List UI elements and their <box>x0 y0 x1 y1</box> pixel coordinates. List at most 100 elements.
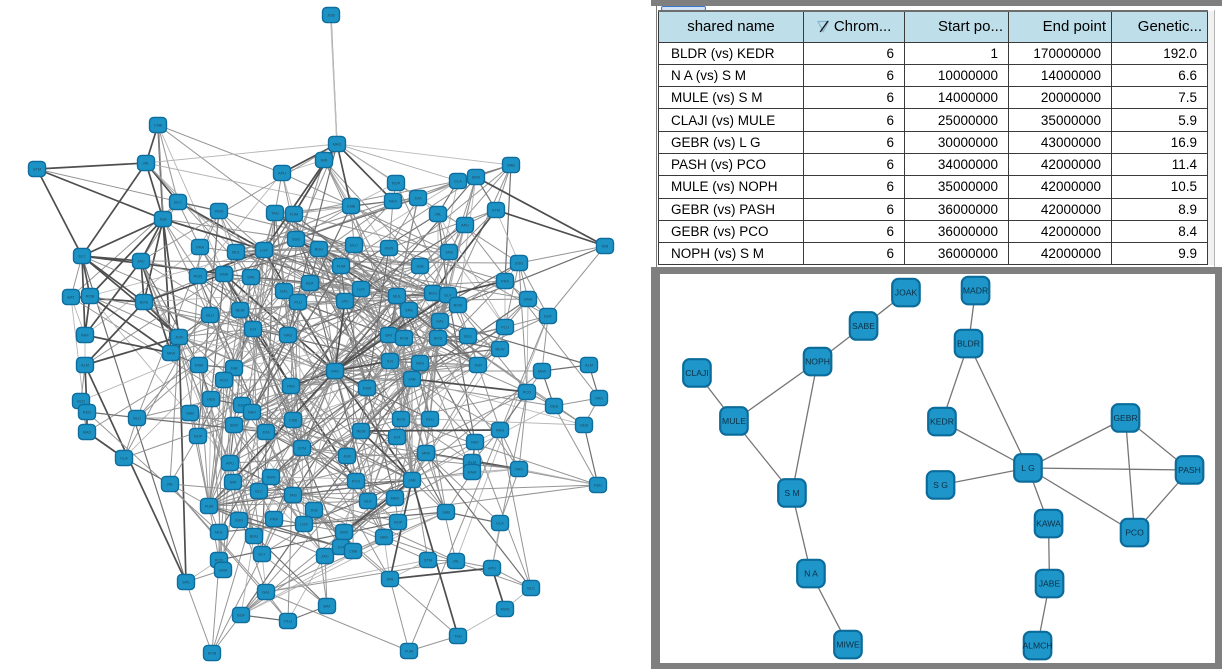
svg-text:STM: STM <box>33 167 41 172</box>
svg-text:KWS: KWS <box>385 246 394 251</box>
svg-text:RAF: RAF <box>81 333 89 338</box>
svg-text:ALMCH: ALMCH <box>1022 641 1052 651</box>
svg-text:PRA: PRA <box>196 245 204 250</box>
svg-text:JEB: JEB <box>416 264 424 269</box>
svg-text:NAX: NAX <box>389 199 397 204</box>
svg-text:BAT: BAT <box>385 333 393 338</box>
svg-text:JAB: JAB <box>408 377 416 382</box>
svg-text:TAG: TAG <box>289 493 297 498</box>
svg-text:GEBR: GEBR <box>1113 413 1137 423</box>
svg-text:ALM: ALM <box>585 363 593 368</box>
svg-text:ROB: ROB <box>400 336 409 341</box>
svg-text:BGU: BGU <box>250 534 259 539</box>
svg-text:RAF: RAF <box>471 440 479 445</box>
svg-text:SSG: SSG <box>292 237 300 242</box>
svg-text:GAL: GAL <box>262 590 271 595</box>
svg-text:S G: S G <box>933 480 948 490</box>
svg-text:MIWE: MIWE <box>836 640 860 650</box>
svg-text:KAW: KAW <box>195 363 204 368</box>
svg-text:GAL: GAL <box>280 289 289 294</box>
svg-text:BGU: BGU <box>315 247 324 252</box>
svg-text:NOP: NOP <box>194 434 203 439</box>
svg-text:JAC: JAC <box>341 299 349 304</box>
svg-text:NAX: NAX <box>248 410 256 415</box>
svg-text:BLD: BLD <box>77 399 85 404</box>
svg-text:CNB: CNB <box>154 123 163 128</box>
svg-text:ALM: ALM <box>468 460 476 465</box>
svg-text:ROD: ROD <box>194 274 203 279</box>
svg-text:SSG: SSG <box>235 518 243 523</box>
svg-text:JAC: JAC <box>321 554 329 559</box>
svg-text:LGX: LGX <box>357 287 365 292</box>
svg-text:UMA: UMA <box>524 297 533 302</box>
svg-text:JGR: JGR <box>474 363 482 368</box>
svg-text:GEB: GEB <box>550 404 559 409</box>
svg-text:APU: APU <box>278 171 286 176</box>
svg-text:NIN: NIN <box>387 577 394 582</box>
svg-text:ROD: ROD <box>215 558 224 563</box>
svg-text:PLU: PLU <box>501 325 509 330</box>
svg-text:BAT: BAT <box>67 295 75 300</box>
svg-text:UMA: UMA <box>219 568 228 573</box>
svg-text:PLU: PLU <box>294 300 302 305</box>
svg-text:APU: APU <box>488 566 496 571</box>
svg-text:BUF: BUF <box>237 613 245 618</box>
svg-text:SPE: SPE <box>405 308 413 313</box>
svg-text:LGX: LGX <box>260 248 268 253</box>
svg-text:CNB: CNB <box>349 549 358 554</box>
svg-text:STM: STM <box>492 208 500 213</box>
svg-text:KEDR: KEDR <box>930 417 954 427</box>
svg-text:ILN: ILN <box>394 435 400 440</box>
svg-text:TAG: TAG <box>445 250 453 255</box>
svg-text:CNB: CNB <box>347 204 356 209</box>
svg-text:ROB: ROB <box>208 651 217 656</box>
svg-text:BLC: BLC <box>174 200 182 205</box>
svg-text:KAWA: KAWA <box>1036 519 1061 529</box>
svg-text:ILN: ILN <box>387 359 393 364</box>
svg-text:MUL: MUL <box>232 250 241 255</box>
svg-text:GAL: GAL <box>436 319 445 324</box>
svg-text:SMX: SMX <box>230 423 239 428</box>
svg-text:JEB: JEB <box>327 13 335 18</box>
svg-text:MULE: MULE <box>722 416 746 426</box>
svg-text:CLA: CLA <box>496 521 504 526</box>
svg-text:ALM: ALM <box>81 363 89 368</box>
svg-text:SSG: SSG <box>515 261 523 266</box>
svg-text:JRL: JRL <box>143 161 151 166</box>
svg-text:L G: L G <box>1021 463 1035 473</box>
svg-text:SAB: SAB <box>186 411 194 416</box>
svg-text:FUM: FUM <box>290 212 298 217</box>
svg-text:SMX: SMX <box>340 530 349 535</box>
svg-text:KWS: KWS <box>501 607 510 612</box>
svg-text:NOP: NOP <box>394 520 403 525</box>
svg-text:PAS: PAS <box>595 396 603 401</box>
svg-text:ROB: ROB <box>86 294 95 299</box>
svg-text:KAW: KAW <box>468 470 477 475</box>
svg-text:MAD: MAD <box>391 496 400 501</box>
svg-text:NEW: NEW <box>356 429 365 434</box>
svg-text:JABE: JABE <box>1039 579 1061 589</box>
svg-text:PCO: PCO <box>523 390 531 395</box>
svg-text:JOAK: JOAK <box>895 288 918 298</box>
svg-text:JAC: JAC <box>137 259 145 264</box>
svg-text:CLAJI: CLAJI <box>685 368 708 378</box>
svg-text:GEB: GEB <box>207 397 216 402</box>
svg-text:PLU: PLU <box>284 619 292 624</box>
svg-text:BGU: BGU <box>429 291 438 296</box>
svg-text:PAS: PAS <box>287 384 295 389</box>
svg-text:CNB: CNB <box>289 418 298 423</box>
svg-text:MAD: MAD <box>83 430 92 435</box>
svg-text:BLC: BLC <box>350 243 358 248</box>
svg-text:BUF: BUF <box>306 281 314 286</box>
svg-text:MIW: MIW <box>422 451 430 456</box>
svg-text:NAS: NAS <box>496 428 504 433</box>
svg-text:STM: STM <box>298 446 306 451</box>
svg-text:S M: S M <box>784 488 799 498</box>
svg-text:JAB: JAB <box>408 478 416 483</box>
svg-text:CLA: CLA <box>454 179 462 184</box>
svg-text:LGX: LGX <box>300 522 308 527</box>
svg-text:JRL: JRL <box>167 482 175 487</box>
svg-text:JGR: JGR <box>175 335 183 340</box>
svg-text:SMX: SMX <box>472 175 481 180</box>
svg-text:JGR: JGR <box>343 454 351 459</box>
